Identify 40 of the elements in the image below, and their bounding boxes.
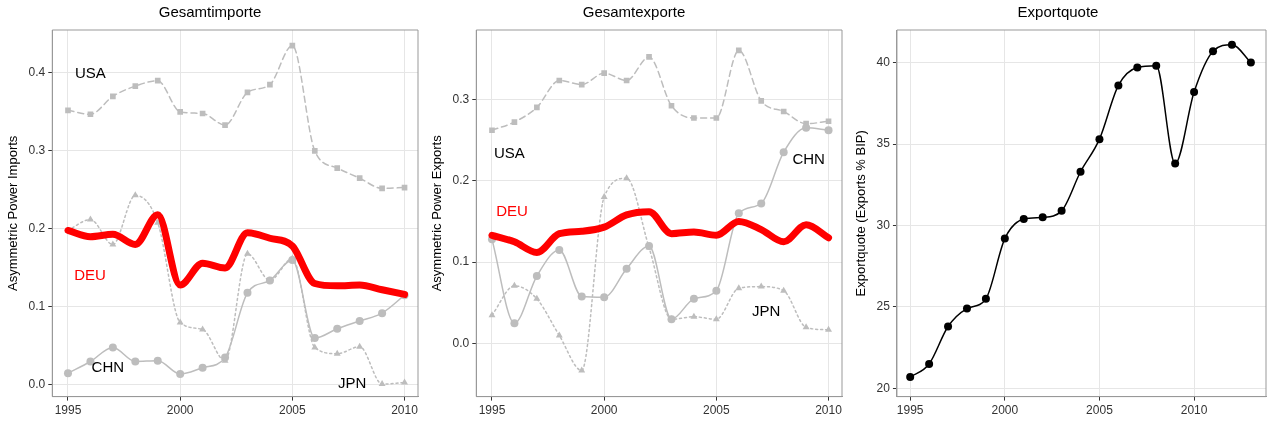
- y-tick-label: 0.2: [28, 221, 46, 236]
- x-tick-label: 2010: [1180, 403, 1208, 418]
- y-tick-label: 40: [876, 54, 891, 69]
- y-tick-label: 25: [876, 299, 891, 314]
- x-tick-label: 1995: [896, 403, 924, 418]
- series-label: JPN: [337, 374, 367, 392]
- y-tick-label: 0.1: [452, 254, 470, 269]
- y-tick-label: 0.0: [28, 377, 46, 392]
- series-label: DEU: [496, 202, 528, 220]
- chart-title: Exportquote: [1017, 3, 1099, 21]
- y-tick-label: 0.3: [28, 143, 46, 158]
- y-axis-title: Exportquote (Exports % BIP): [853, 130, 869, 297]
- y-tick-label: 0.2: [452, 173, 470, 188]
- series-label: USA: [494, 144, 525, 162]
- series-label: JPN: [752, 301, 781, 319]
- y-axis-title: Asymmetric Power Imports: [5, 135, 21, 291]
- y-tick-label: 0.4: [28, 65, 46, 80]
- x-tick-label: 2000: [166, 403, 194, 418]
- y-axis-title: Asymmetric Power Exports: [429, 134, 445, 292]
- x-tick-label: 1995: [478, 403, 506, 418]
- x-tick-label: 2000: [991, 403, 1019, 418]
- y-tick-label: 0.0: [452, 335, 470, 350]
- x-tick-label: 2005: [1086, 403, 1114, 418]
- series-label: USA: [75, 64, 106, 82]
- y-tick-label: 0.3: [452, 91, 470, 106]
- x-tick-label: 2000: [590, 403, 618, 418]
- chart-title: Gesamtexporte: [582, 3, 686, 21]
- series-label: CHN: [792, 150, 825, 168]
- x-tick-label: 2010: [815, 403, 843, 418]
- chart-title: Gesamtimporte: [158, 3, 262, 21]
- y-tick-label: 0.1: [28, 299, 46, 314]
- x-tick-label: 2005: [279, 403, 307, 418]
- x-tick-label: 2010: [391, 403, 419, 418]
- y-tick-label: 30: [876, 217, 891, 232]
- text: DEU: [74, 265, 106, 283]
- x-tick-label: 1995: [54, 403, 82, 418]
- y-tick-label: 35: [876, 136, 891, 151]
- x-tick-label: 2005: [703, 403, 731, 418]
- y-tick-label: 20: [876, 380, 891, 395]
- series-label: CHN: [91, 357, 125, 375]
